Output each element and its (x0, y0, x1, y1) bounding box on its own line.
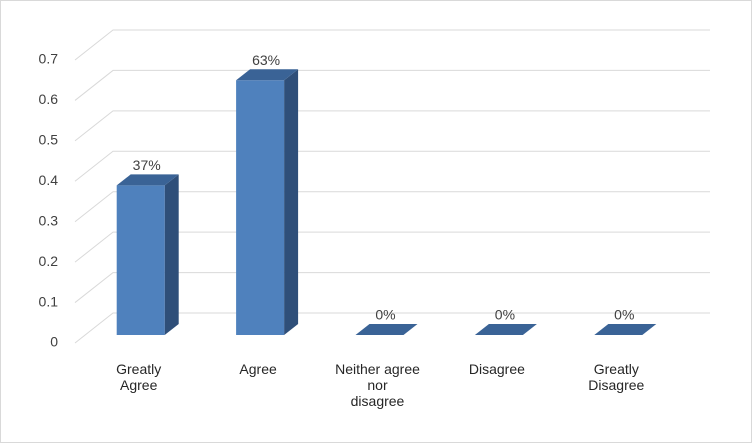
grid-line (74, 312, 710, 344)
grid-line (74, 191, 710, 223)
x-tick-label: Greatly Disagree (588, 361, 645, 393)
y-tick-label: 0.6 (39, 91, 59, 107)
y-tick-label: 0.5 (39, 132, 59, 148)
y-tick-label: 0.2 (39, 253, 59, 269)
x-tick-label: Disagree (468, 361, 525, 377)
bar-side (164, 174, 179, 335)
x-tick-label: Agree (239, 361, 277, 377)
bar (355, 324, 418, 335)
grid-line (74, 231, 710, 263)
bar-front (116, 185, 165, 335)
data-label: 0% (614, 307, 634, 323)
grid-line (74, 272, 710, 303)
bar-top (236, 69, 299, 81)
grid-line (74, 150, 710, 182)
bar (236, 69, 299, 336)
bar (116, 174, 179, 335)
y-tick-label: 0.1 (39, 293, 59, 309)
bar-top (594, 324, 657, 335)
data-label: 37% (133, 157, 161, 173)
x-tick-label: Greatly Agree (116, 361, 162, 393)
grid-line (74, 110, 710, 142)
bar (594, 324, 657, 335)
bar (474, 324, 537, 335)
bar-top (474, 324, 537, 335)
data-label: 0% (375, 307, 395, 323)
x-tick-label: Neither agree nor disagree (335, 361, 420, 409)
y-tick-label: 0 (50, 334, 58, 350)
data-label: 63% (252, 52, 280, 68)
bar-front (236, 80, 285, 335)
data-label: 0% (495, 307, 515, 323)
bar-top (355, 324, 418, 335)
y-tick-label: 0.7 (39, 51, 59, 67)
bar-side (284, 69, 299, 336)
grid-line (74, 29, 710, 61)
y-tick-label: 0.3 (39, 212, 59, 228)
y-tick-label: 0.4 (39, 172, 59, 188)
bar-top (116, 174, 179, 186)
grid-line (74, 69, 710, 101)
